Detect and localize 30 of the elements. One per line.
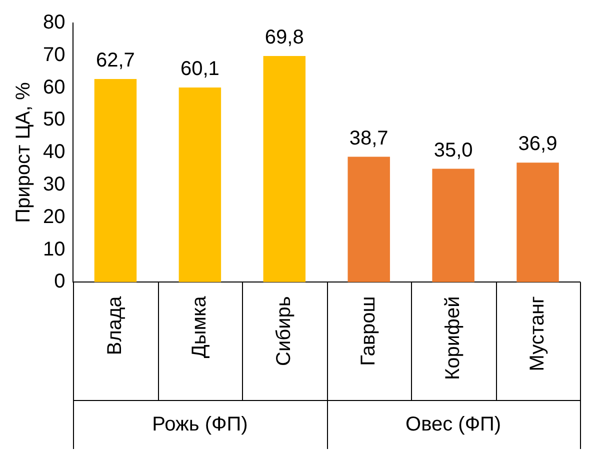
bar [263,56,306,282]
y-tick-label: 0 [54,270,66,293]
x-tick-label: Корифей [442,296,464,380]
x-tick-label: Влада [104,295,126,356]
text: Рожь (ФП) [152,414,248,436]
data-label: 38,7 [349,127,388,150]
bar [432,168,474,282]
y-tick-label: 70 [42,44,66,66]
y-tick-label: 50 [42,108,66,131]
y-tick-label: 10 [42,238,66,260]
bar [178,87,222,282]
y-tick-label: 60 [42,76,66,98]
bar [516,162,559,282]
y-tick-label: 30 [42,174,66,196]
y-axis-title: Прирост ЦА, % [12,82,35,223]
text: Овес (ФП) [406,414,502,436]
y-tick-label: 80 [42,12,66,34]
data-label: 36,9 [518,133,558,156]
x-tick-label: Дымка [188,295,210,358]
data-label: 62,7 [96,50,135,72]
data-label: 60,1 [180,58,220,80]
bar [94,79,137,282]
y-tick-label: 40 [42,141,66,164]
x-tick-label: Сибирь [272,296,295,366]
x-tick-label: Мустанг [526,296,548,372]
data-label: 69,8 [264,26,304,49]
data-label: 35,0 [434,139,473,162]
y-tick-label: 20 [42,206,66,228]
x-tick-label: Гаврош [357,296,380,366]
bar [348,156,390,282]
